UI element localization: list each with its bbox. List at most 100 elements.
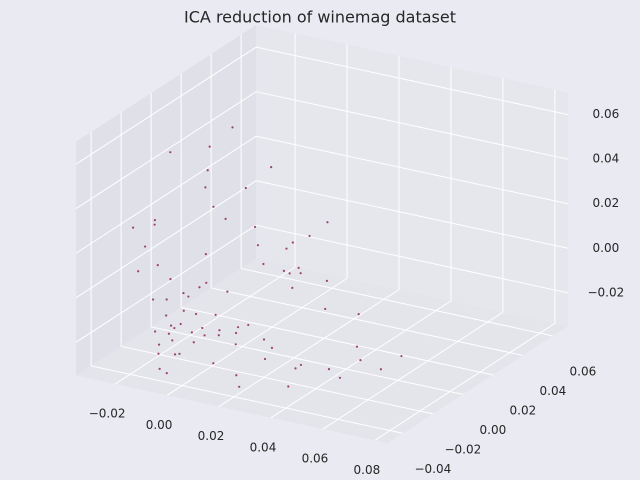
point <box>236 326 240 329</box>
point <box>151 298 155 301</box>
points <box>131 126 403 388</box>
point <box>214 313 217 316</box>
tick-labels: −0.020.000.020.040.060.08 −0.04−0.020.000… <box>89 107 625 477</box>
tick-label: 0.00 <box>146 418 173 432</box>
point <box>224 217 227 220</box>
grid-line <box>322 311 504 430</box>
grid-line <box>218 289 400 407</box>
point <box>157 343 161 346</box>
point <box>165 372 168 375</box>
point <box>169 151 172 154</box>
tick-label: 0.04 <box>250 440 277 454</box>
grid-line <box>241 267 553 337</box>
grid-line <box>151 326 463 395</box>
point <box>234 331 238 335</box>
point <box>256 244 260 247</box>
tick-label: 0.04 <box>593 152 620 166</box>
point <box>173 353 177 356</box>
point <box>294 367 297 370</box>
panes <box>76 24 568 444</box>
point <box>153 218 156 222</box>
point <box>165 314 168 317</box>
point <box>208 145 211 148</box>
point <box>357 313 360 316</box>
grid-line <box>75 180 257 299</box>
point <box>359 359 362 362</box>
point <box>238 385 241 388</box>
tick-label: 0.06 <box>302 452 329 466</box>
tick-label: 0.06 <box>593 107 620 121</box>
point <box>226 290 229 293</box>
tick-label: −0.02 <box>89 407 126 421</box>
tick-label: 0.04 <box>540 384 567 398</box>
point <box>204 253 207 256</box>
point <box>165 298 168 301</box>
back-pane <box>256 24 568 327</box>
point <box>156 263 159 267</box>
point <box>137 270 140 273</box>
point <box>143 245 147 248</box>
point <box>212 362 215 365</box>
point <box>187 295 190 298</box>
point <box>205 281 208 284</box>
point <box>158 367 161 370</box>
point <box>182 309 185 312</box>
point <box>131 226 135 229</box>
point <box>400 354 403 358</box>
tick-label: 0.02 <box>198 429 225 443</box>
point <box>153 330 157 333</box>
point <box>192 341 195 344</box>
tick-label: −0.02 <box>587 285 624 299</box>
tick-label: 0.08 <box>354 463 381 477</box>
grid-line <box>374 322 556 441</box>
point <box>338 376 342 379</box>
tick-label: 0.06 <box>570 364 597 378</box>
point <box>288 272 291 275</box>
grid-line <box>121 345 433 415</box>
point <box>270 346 274 349</box>
point <box>190 331 193 334</box>
point <box>324 307 327 311</box>
point <box>218 329 221 332</box>
point <box>231 126 234 129</box>
tick-label: 0.00 <box>480 423 507 437</box>
point <box>270 166 273 169</box>
point <box>355 345 359 348</box>
grid-line <box>75 135 257 254</box>
point <box>299 272 302 275</box>
point <box>262 338 266 341</box>
point <box>297 266 300 270</box>
point <box>203 334 206 337</box>
point <box>178 352 181 355</box>
point <box>244 186 247 190</box>
grid-line <box>256 91 568 160</box>
point <box>379 368 383 371</box>
point <box>179 322 182 326</box>
point <box>182 291 185 295</box>
point <box>173 326 176 330</box>
grid-line <box>256 135 568 205</box>
grid-line <box>114 266 296 385</box>
point <box>263 357 267 361</box>
grid-line <box>166 277 348 396</box>
grid-line <box>75 91 257 210</box>
point <box>206 169 209 172</box>
point <box>212 205 215 208</box>
tick-label: 0.00 <box>593 241 620 255</box>
point <box>262 262 265 266</box>
tick-label: −0.04 <box>414 462 451 476</box>
point <box>169 324 173 327</box>
grid-line <box>256 224 568 294</box>
point <box>299 363 303 367</box>
grid-line <box>75 224 257 343</box>
point <box>153 223 156 226</box>
point <box>308 234 311 238</box>
grid-line <box>211 287 523 356</box>
point <box>234 343 237 346</box>
point <box>169 278 172 281</box>
tick-label: 0.02 <box>510 403 537 417</box>
grid-line <box>75 46 257 165</box>
grid-line <box>256 180 568 249</box>
